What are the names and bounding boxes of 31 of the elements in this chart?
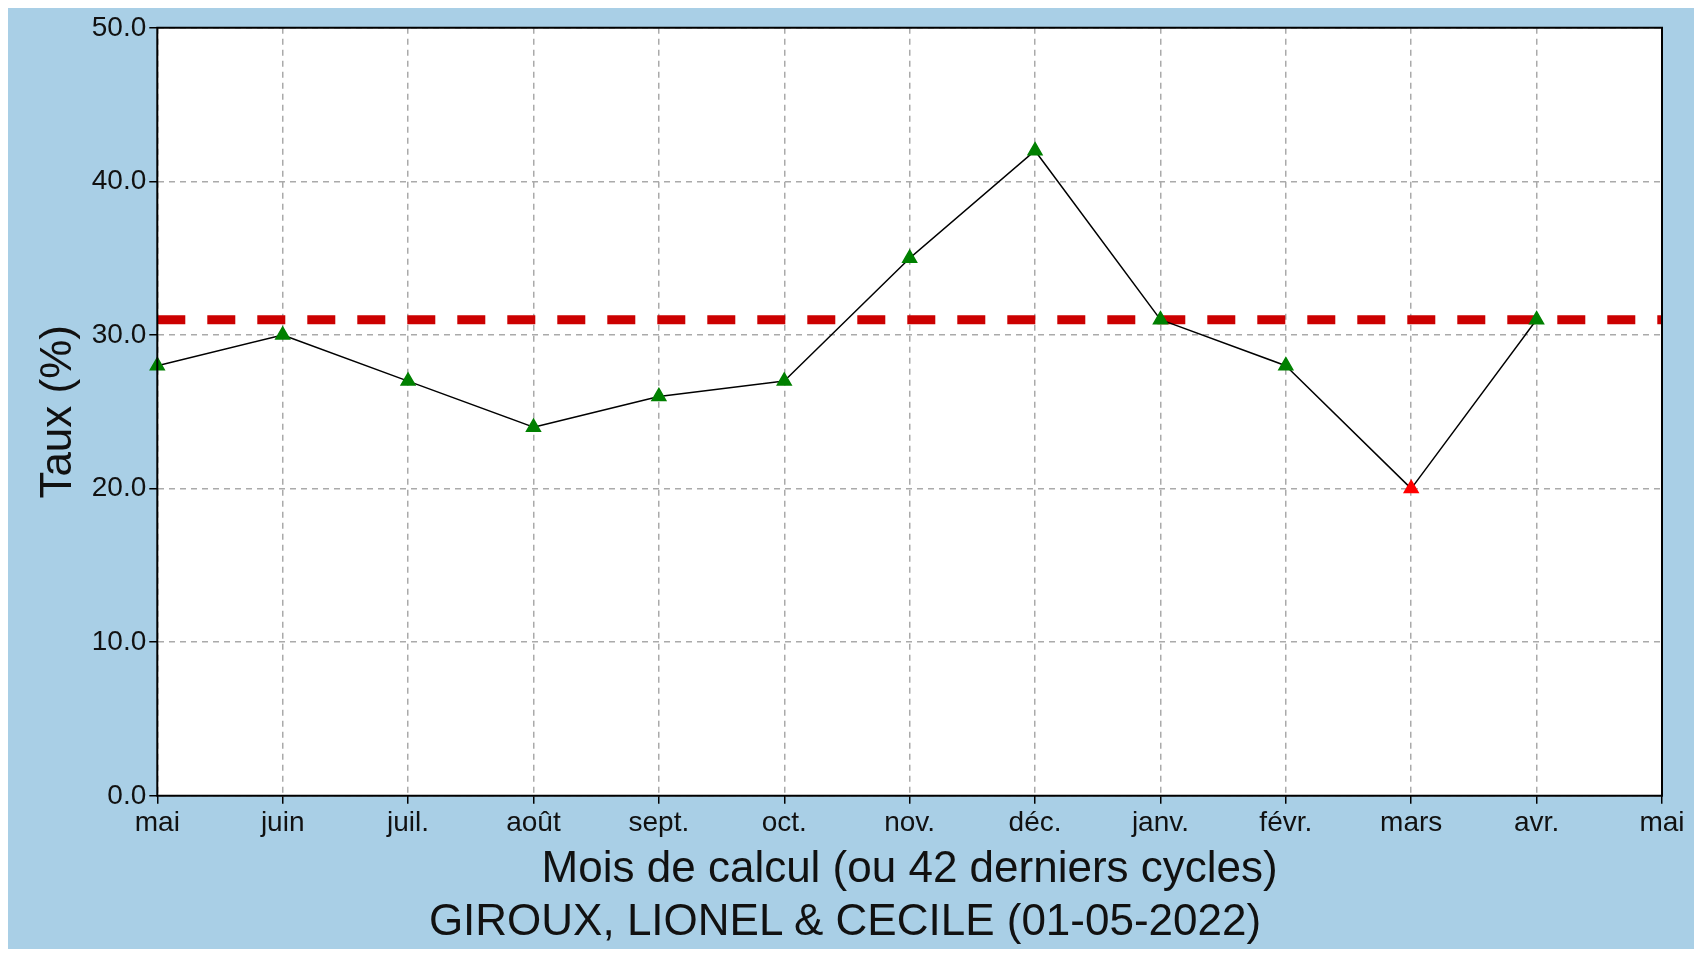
point [901,249,918,263]
point [1027,141,1043,156]
x-tick-label: avr. [1514,806,1560,838]
point [1528,310,1545,325]
point [1403,479,1419,494]
y-tick-label: 10.0 [91,624,147,656]
y-axis-title: Taux (%) [30,325,80,499]
x-tick-label: janv. [1130,806,1189,838]
y-tick-label: 50.0 [91,10,147,42]
point [275,326,291,340]
y-tick-label: 30.0 [91,317,147,349]
point [1152,310,1169,325]
x-tick-label: déc. [1008,806,1062,838]
x-tick-label: juin [259,806,305,838]
x-tick-label: mars [1380,806,1443,838]
x-tick-label: juil. [386,806,430,838]
point [776,372,792,386]
x-tick-label: oct. [761,806,807,838]
point [525,418,542,432]
point [1278,356,1294,371]
x-tick-label: mai [1639,806,1685,838]
x-tick-label: août [506,806,561,838]
y-tick-label: 20.0 [91,471,147,503]
x-tick-label: nov. [884,806,936,838]
x-tick-label: févr. [1259,806,1313,838]
text: GIROUX, LIONEL & CECILE (01-05-2022) [428,894,1262,944]
x-tick-label: sept. [628,806,690,838]
point [651,387,667,402]
y-tick-label: 40.0 [91,164,147,196]
point [400,372,416,386]
x-axis-title: Mois de calcul (ou 42 derniers cycles) [541,841,1278,891]
